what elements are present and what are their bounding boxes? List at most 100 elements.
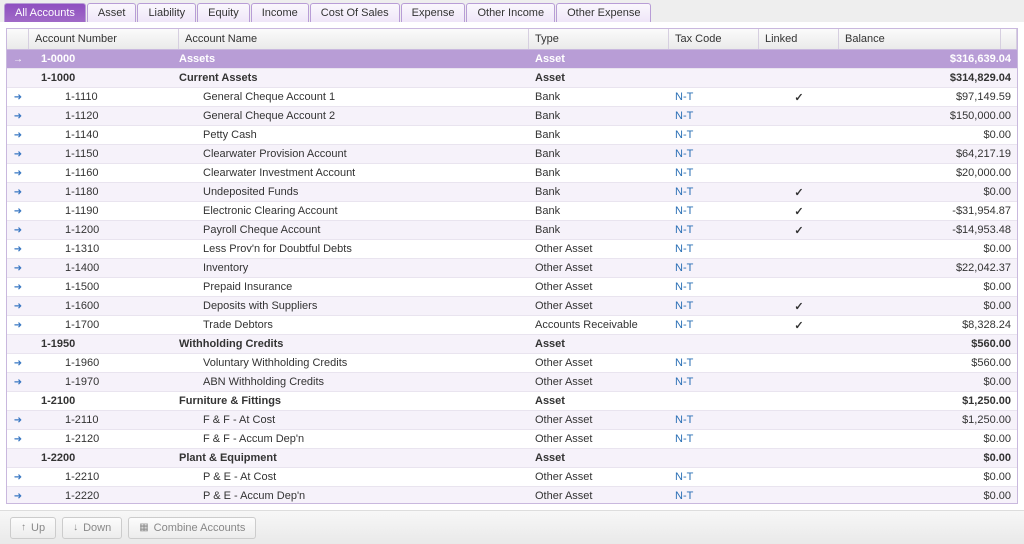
account-number: 1-2110 bbox=[29, 414, 179, 426]
account-number: 1-2210 bbox=[29, 471, 179, 483]
expand-icon[interactable]: ➜ bbox=[7, 282, 29, 293]
balance: $1,250.00 bbox=[839, 395, 1017, 407]
account-row[interactable]: ➜1-1310Less Prov'n for Doubtful DebtsOth… bbox=[7, 240, 1017, 259]
account-type: Bank bbox=[529, 91, 669, 103]
expand-icon[interactable]: ➜ bbox=[7, 434, 29, 445]
down-button[interactable]: ↓Down bbox=[62, 517, 122, 539]
account-number: 1-2220 bbox=[29, 490, 179, 502]
tax-code: N-T bbox=[669, 414, 759, 426]
grid-body[interactable]: →1-0000AssetsAsset$316,639.041-1000Curre… bbox=[7, 50, 1017, 503]
col-balance[interactable]: Balance bbox=[839, 29, 1001, 49]
balance: $1,250.00 bbox=[839, 414, 1017, 426]
balance: $0.00 bbox=[839, 433, 1017, 445]
expand-icon[interactable]: ➜ bbox=[7, 415, 29, 426]
account-row[interactable]: ➜1-2110F & F - At CostOther AssetN-T$1,2… bbox=[7, 411, 1017, 430]
account-name: Deposits with Suppliers bbox=[179, 300, 529, 312]
account-number: 1-1600 bbox=[29, 300, 179, 312]
expand-icon[interactable]: ➜ bbox=[7, 225, 29, 236]
tab-equity[interactable]: Equity bbox=[197, 3, 250, 22]
tax-code: N-T bbox=[669, 281, 759, 293]
tax-code: N-T bbox=[669, 471, 759, 483]
expand-icon[interactable]: ➜ bbox=[7, 263, 29, 274]
account-row[interactable]: 1-2200Plant & EquipmentAsset$0.00 bbox=[7, 449, 1017, 468]
col-name[interactable]: Account Name bbox=[179, 29, 529, 49]
tab-liability[interactable]: Liability bbox=[137, 3, 196, 22]
up-button[interactable]: ↑Up bbox=[10, 517, 56, 539]
tab-all-accounts[interactable]: All Accounts bbox=[4, 3, 86, 22]
expand-icon[interactable]: ➜ bbox=[7, 358, 29, 369]
expand-icon[interactable]: ➜ bbox=[7, 92, 29, 103]
account-row[interactable]: ➜1-2220P & E - Accum Dep'nOther AssetN-T… bbox=[7, 487, 1017, 503]
account-type: Other Asset bbox=[529, 471, 669, 483]
account-row[interactable]: ➜1-1500Prepaid InsuranceOther AssetN-T$0… bbox=[7, 278, 1017, 297]
account-row[interactable]: 1-1950Withholding CreditsAsset$560.00 bbox=[7, 335, 1017, 354]
account-name: Payroll Cheque Account bbox=[179, 224, 529, 236]
balance: $22,042.37 bbox=[839, 262, 1017, 274]
combine-icon: ▦ bbox=[139, 522, 148, 533]
balance: $316,639.04 bbox=[839, 53, 1017, 65]
col-number[interactable]: Account Number bbox=[29, 29, 179, 49]
account-row[interactable]: 1-1000Current AssetsAsset$314,829.04 bbox=[7, 69, 1017, 88]
expand-icon[interactable]: ➜ bbox=[7, 320, 29, 331]
account-number: 1-2100 bbox=[29, 395, 179, 407]
account-row[interactable]: ➜1-1140Petty CashBankN-T$0.00 bbox=[7, 126, 1017, 145]
expand-icon[interactable]: ➜ bbox=[7, 187, 29, 198]
account-number: 1-1970 bbox=[29, 376, 179, 388]
combine-button[interactable]: ▦Combine Accounts bbox=[128, 517, 256, 539]
expand-icon[interactable]: ➜ bbox=[7, 244, 29, 255]
account-row[interactable]: ➜1-1190Electronic Clearing AccountBankN-… bbox=[7, 202, 1017, 221]
linked-indicator: ✓ bbox=[759, 319, 839, 332]
account-type-tabs: All AccountsAssetLiabilityEquityIncomeCo… bbox=[0, 0, 1024, 22]
account-row[interactable]: ➜1-1970ABN Withholding CreditsOther Asse… bbox=[7, 373, 1017, 392]
expand-icon[interactable]: ➜ bbox=[7, 168, 29, 179]
col-tax[interactable]: Tax Code bbox=[669, 29, 759, 49]
balance: $0.00 bbox=[839, 243, 1017, 255]
account-row[interactable]: ➜1-2120F & F - Accum Dep'nOther AssetN-T… bbox=[7, 430, 1017, 449]
tab-income[interactable]: Income bbox=[251, 3, 309, 22]
account-row[interactable]: ➜1-1110General Cheque Account 1BankN-T✓$… bbox=[7, 88, 1017, 107]
tab-other-expense[interactable]: Other Expense bbox=[556, 3, 651, 22]
tab-expense[interactable]: Expense bbox=[401, 3, 466, 22]
account-number: 1-1140 bbox=[29, 129, 179, 141]
expand-icon[interactable]: → bbox=[7, 54, 29, 65]
account-row[interactable]: 1-2100Furniture & FittingsAsset$1,250.00 bbox=[7, 392, 1017, 411]
tab-asset[interactable]: Asset bbox=[87, 3, 137, 22]
tax-code: N-T bbox=[669, 110, 759, 122]
account-row[interactable]: ➜1-1150Clearwater Provision AccountBankN… bbox=[7, 145, 1017, 164]
account-type: Asset bbox=[529, 395, 669, 407]
tab-other-income[interactable]: Other Income bbox=[466, 3, 555, 22]
expand-icon[interactable]: ➜ bbox=[7, 206, 29, 217]
account-number: 1-1310 bbox=[29, 243, 179, 255]
account-row[interactable]: ➜1-1960Voluntary Withholding CreditsOthe… bbox=[7, 354, 1017, 373]
account-number: 1-1960 bbox=[29, 357, 179, 369]
col-type[interactable]: Type bbox=[529, 29, 669, 49]
account-name: F & F - Accum Dep'n bbox=[179, 433, 529, 445]
account-row[interactable]: ➜1-1400InventoryOther AssetN-T$22,042.37 bbox=[7, 259, 1017, 278]
account-row[interactable]: ➜1-2210P & E - At CostOther AssetN-T$0.0… bbox=[7, 468, 1017, 487]
account-row[interactable]: ➜1-1120General Cheque Account 2BankN-T$1… bbox=[7, 107, 1017, 126]
expand-icon[interactable]: ➜ bbox=[7, 130, 29, 141]
expand-icon[interactable]: ➜ bbox=[7, 111, 29, 122]
account-row[interactable]: ➜1-1180Undeposited FundsBankN-T✓$0.00 bbox=[7, 183, 1017, 202]
expand-icon[interactable]: ➜ bbox=[7, 491, 29, 502]
col-linked[interactable]: Linked bbox=[759, 29, 839, 49]
account-number: 1-1200 bbox=[29, 224, 179, 236]
col-expand bbox=[7, 29, 29, 49]
account-row[interactable]: ➜1-1600Deposits with SuppliersOther Asse… bbox=[7, 297, 1017, 316]
balance: $0.00 bbox=[839, 129, 1017, 141]
account-row[interactable]: ➜1-1700Trade DebtorsAccounts ReceivableN… bbox=[7, 316, 1017, 335]
expand-icon[interactable]: ➜ bbox=[7, 149, 29, 160]
account-row[interactable]: →1-0000AssetsAsset$316,639.04 bbox=[7, 50, 1017, 69]
footer-toolbar: ↑Up ↓Down ▦Combine Accounts bbox=[0, 510, 1024, 544]
down-label: Down bbox=[83, 522, 111, 534]
account-row[interactable]: ➜1-1200Payroll Cheque AccountBankN-T✓-$1… bbox=[7, 221, 1017, 240]
tab-cost-of-sales[interactable]: Cost Of Sales bbox=[310, 3, 400, 22]
tax-code: N-T bbox=[669, 243, 759, 255]
account-type: Other Asset bbox=[529, 281, 669, 293]
account-name: Voluntary Withholding Credits bbox=[179, 357, 529, 369]
expand-icon[interactable]: ➜ bbox=[7, 377, 29, 388]
tax-code: N-T bbox=[669, 262, 759, 274]
expand-icon[interactable]: ➜ bbox=[7, 301, 29, 312]
expand-icon[interactable]: ➜ bbox=[7, 472, 29, 483]
account-row[interactable]: ➜1-1160Clearwater Investment AccountBank… bbox=[7, 164, 1017, 183]
